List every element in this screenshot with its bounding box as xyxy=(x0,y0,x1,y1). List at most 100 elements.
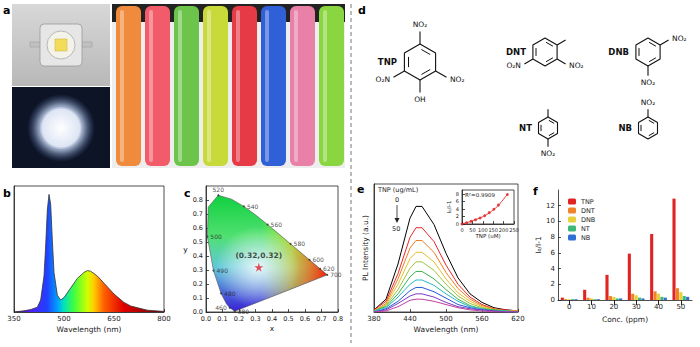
svg-text:560: 560 xyxy=(271,221,283,228)
svg-text:f: f xyxy=(533,185,538,198)
svg-text:DNT: DNT xyxy=(506,47,526,57)
svg-text:50: 50 xyxy=(676,303,685,311)
svg-text:4: 4 xyxy=(551,265,556,273)
svg-text:440: 440 xyxy=(403,315,416,323)
svg-text:0.5: 0.5 xyxy=(193,238,203,246)
svg-text:500: 500 xyxy=(57,315,70,323)
svg-text:0: 0 xyxy=(456,221,459,227)
svg-text:12: 12 xyxy=(546,202,555,210)
svg-text:700: 700 xyxy=(330,271,342,278)
svg-text:TNP: TNP xyxy=(580,198,594,206)
svg-text:250: 250 xyxy=(509,227,519,233)
svg-text:620: 620 xyxy=(511,315,524,323)
svg-text:TNP (uM): TNP (uM) xyxy=(474,233,500,239)
svg-text:NO₂: NO₂ xyxy=(641,78,656,87)
svg-text:Conc. (ppm): Conc. (ppm) xyxy=(602,315,648,324)
svg-text:Wavelength (nm): Wavelength (nm) xyxy=(57,325,122,334)
svg-text:R²=0.9909: R²=0.9909 xyxy=(465,192,495,198)
svg-text:0: 0 xyxy=(567,303,571,311)
svg-text:10: 10 xyxy=(546,217,555,225)
svg-text:350: 350 xyxy=(7,315,20,323)
svg-text:200: 200 xyxy=(499,227,509,233)
svg-text:DNB: DNB xyxy=(608,47,629,57)
svg-text:50: 50 xyxy=(469,227,475,233)
svg-text:0.1: 0.1 xyxy=(193,294,203,302)
svg-text:0.2: 0.2 xyxy=(193,280,203,288)
svg-text:0.7: 0.7 xyxy=(193,210,203,218)
svg-text:490: 490 xyxy=(216,267,228,274)
svg-text:460: 460 xyxy=(215,304,227,311)
svg-text:40: 40 xyxy=(654,303,663,311)
svg-text:540: 540 xyxy=(247,203,259,210)
svg-text:0.4: 0.4 xyxy=(267,315,277,323)
svg-text:NT: NT xyxy=(519,123,532,133)
svg-text:30: 30 xyxy=(632,303,641,311)
svg-text:TNP (ug/mL): TNP (ug/mL) xyxy=(377,186,418,194)
svg-text:O₂N: O₂N xyxy=(376,75,391,84)
svg-text:I₀/I-1: I₀/I-1 xyxy=(534,236,543,254)
svg-text:(0.32,0.32): (0.32,0.32) xyxy=(235,251,282,260)
svg-text:800: 800 xyxy=(157,315,170,323)
svg-text:NO₂: NO₂ xyxy=(413,20,428,29)
svg-text:480: 480 xyxy=(224,290,236,297)
svg-text:0.6: 0.6 xyxy=(300,315,310,323)
svg-text:0.3: 0.3 xyxy=(193,266,203,274)
svg-text:500: 500 xyxy=(439,315,452,323)
svg-text:NB: NB xyxy=(618,123,632,133)
svg-text:NO₂: NO₂ xyxy=(450,75,465,84)
svg-text:380: 380 xyxy=(238,308,250,315)
svg-text:0.6: 0.6 xyxy=(193,224,203,232)
svg-text:DNT: DNT xyxy=(581,207,595,215)
svg-text:0.8: 0.8 xyxy=(333,315,343,323)
svg-text:OH: OH xyxy=(414,95,426,104)
svg-text:560: 560 xyxy=(475,315,488,323)
svg-text:6: 6 xyxy=(551,249,556,257)
svg-text:e: e xyxy=(357,183,364,196)
svg-text:8: 8 xyxy=(551,233,555,241)
svg-text:8: 8 xyxy=(456,191,459,197)
svg-text:520: 520 xyxy=(213,186,225,193)
svg-text:TNP: TNP xyxy=(378,57,397,67)
svg-text:0: 0 xyxy=(460,227,463,233)
svg-text:6: 6 xyxy=(456,198,459,204)
svg-text:50: 50 xyxy=(392,225,400,233)
svg-text:y: y xyxy=(183,245,188,254)
svg-text:20: 20 xyxy=(609,303,618,311)
svg-text:x: x xyxy=(270,324,275,333)
svg-text:600: 600 xyxy=(312,256,324,263)
svg-text:380: 380 xyxy=(367,315,380,323)
svg-text:NO₂: NO₂ xyxy=(672,34,687,43)
svg-text:500: 500 xyxy=(210,233,222,240)
svg-text:0.4: 0.4 xyxy=(193,252,203,260)
svg-text:0.8: 0.8 xyxy=(193,196,203,204)
svg-text:0.1: 0.1 xyxy=(217,315,227,323)
svg-text:0.5: 0.5 xyxy=(283,315,293,323)
svg-text:0.2: 0.2 xyxy=(234,315,244,323)
svg-text:NO₂: NO₂ xyxy=(541,149,556,158)
svg-text:a: a xyxy=(3,4,10,17)
svg-text:0: 0 xyxy=(395,196,399,204)
svg-text:0.3: 0.3 xyxy=(250,315,260,323)
svg-text:2: 2 xyxy=(551,280,555,288)
svg-text:650: 650 xyxy=(107,315,120,323)
svg-text:PL Intensity (a.u.): PL Intensity (a.u.) xyxy=(361,215,370,281)
svg-text:DNB: DNB xyxy=(581,216,595,224)
svg-text:c: c xyxy=(184,187,191,200)
svg-text:O₂N: O₂N xyxy=(506,61,521,70)
svg-text:NB: NB xyxy=(581,234,590,242)
svg-text:0.0: 0.0 xyxy=(201,315,211,323)
svg-text:100: 100 xyxy=(478,227,488,233)
svg-text:0.7: 0.7 xyxy=(316,315,326,323)
svg-text:4: 4 xyxy=(456,206,459,212)
svg-text:NT: NT xyxy=(581,225,590,233)
svg-text:Wavelength (nm): Wavelength (nm) xyxy=(414,325,479,334)
svg-text:b: b xyxy=(3,187,11,200)
svg-text:I₀/I-1: I₀/I-1 xyxy=(446,201,452,214)
svg-text:2: 2 xyxy=(456,213,459,219)
svg-text:0: 0 xyxy=(551,296,555,304)
svg-text:150: 150 xyxy=(488,227,498,233)
svg-text:d: d xyxy=(358,4,366,17)
svg-text:NO₂: NO₂ xyxy=(569,61,584,70)
svg-text:580: 580 xyxy=(294,240,306,247)
svg-text:10: 10 xyxy=(587,303,596,311)
